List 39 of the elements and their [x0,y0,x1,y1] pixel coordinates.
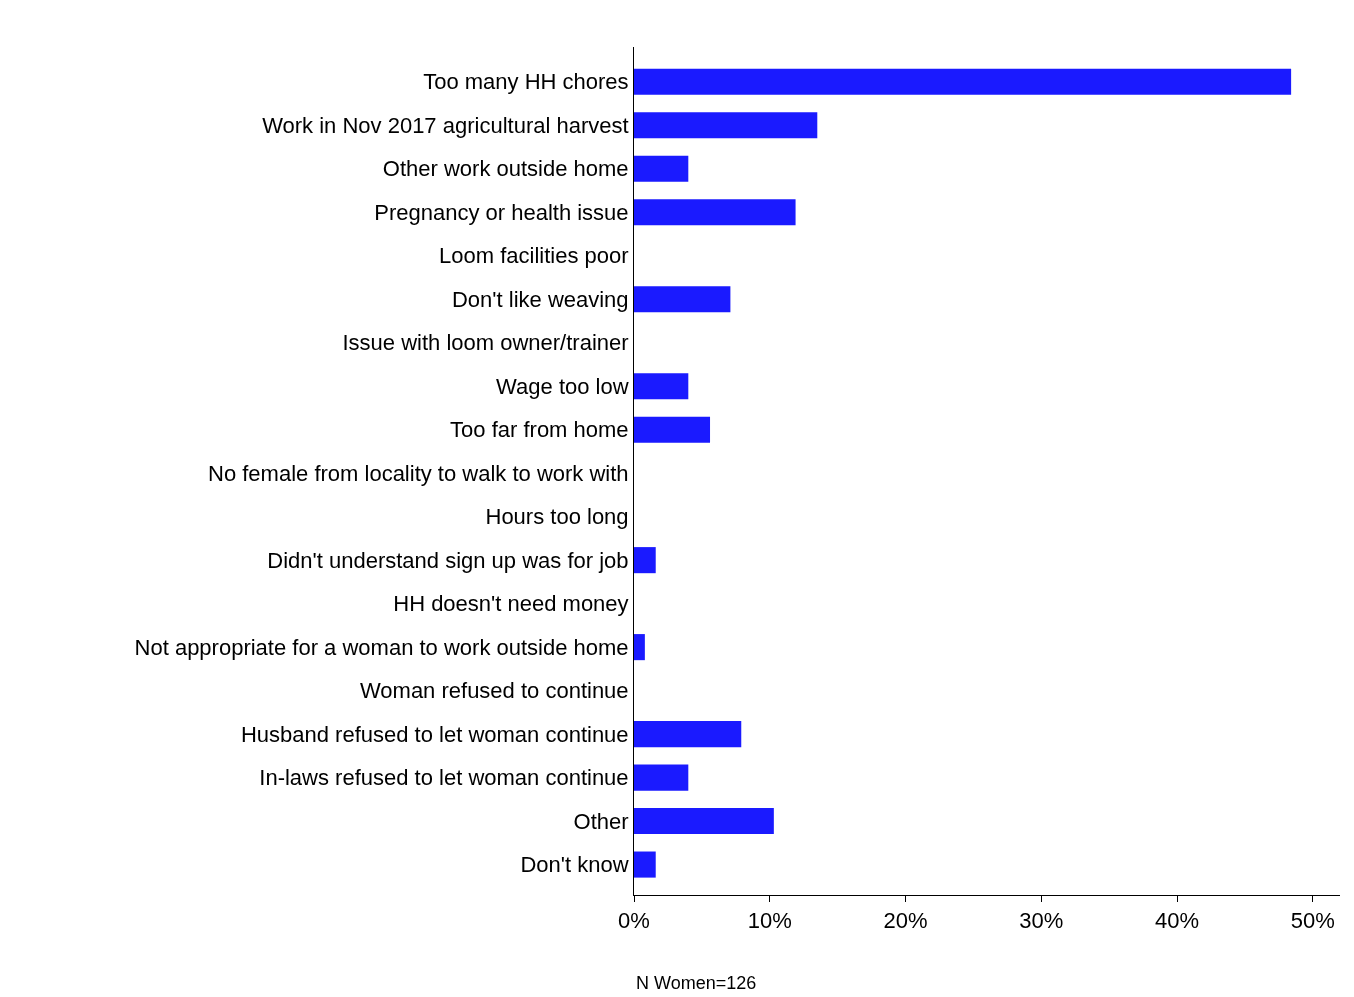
bar [634,373,689,400]
y-tick-label: Woman refused to continue [359,678,629,704]
y-tick-label: No female from locality to walk to work with [208,460,629,486]
bar [634,155,689,182]
text: N Women=126 [636,973,757,993]
bar [634,112,818,139]
bar [634,634,645,661]
y-tick-label: Work in Nov 2017 agricultural harvest [262,112,629,138]
y-tick-label: Don't like weaving [451,286,629,312]
bar [634,199,796,226]
y-tick-label: Issue with loom owner/trainer [342,330,629,356]
y-tick-label: Pregnancy or health issue [374,199,629,225]
y-tick-label: Husband refused to let woman continue [240,721,629,747]
y-tick-label: Not appropriate for a woman to work outside home [134,634,629,660]
y-tick-label: Other work outside home [382,156,629,182]
y-tick-label: Don't know [520,852,629,878]
x-tick-label: 0% [618,908,650,934]
bar [634,416,711,443]
y-tick-label: Wage too low [496,373,629,399]
y-tick-label: Too many HH chores [423,69,629,95]
bar [634,547,656,574]
y-tick-label: HH doesn't need money [393,591,629,617]
x-tick-label: 40% [1155,908,1200,934]
y-tick-label: Didn't understand sign up was for job [267,547,629,573]
y-tick-label: Too far from home [450,417,629,443]
bar [634,851,656,878]
x-tick-label: 30% [1019,908,1064,934]
bar [634,721,742,748]
bar [634,286,731,313]
x-tick-label: 10% [747,908,792,934]
y-tick-label: Other [573,808,629,834]
x-tick-label: 50% [1290,908,1335,934]
bar [634,808,774,835]
y-tick-label: Loom facilities poor [439,243,629,269]
x-tick-label: 20% [883,908,928,934]
y-tick-label: In-laws refused to let woman continue [259,765,629,791]
bar [634,68,1292,95]
y-tick-label: Hours too long [485,504,629,530]
bar [634,764,689,791]
